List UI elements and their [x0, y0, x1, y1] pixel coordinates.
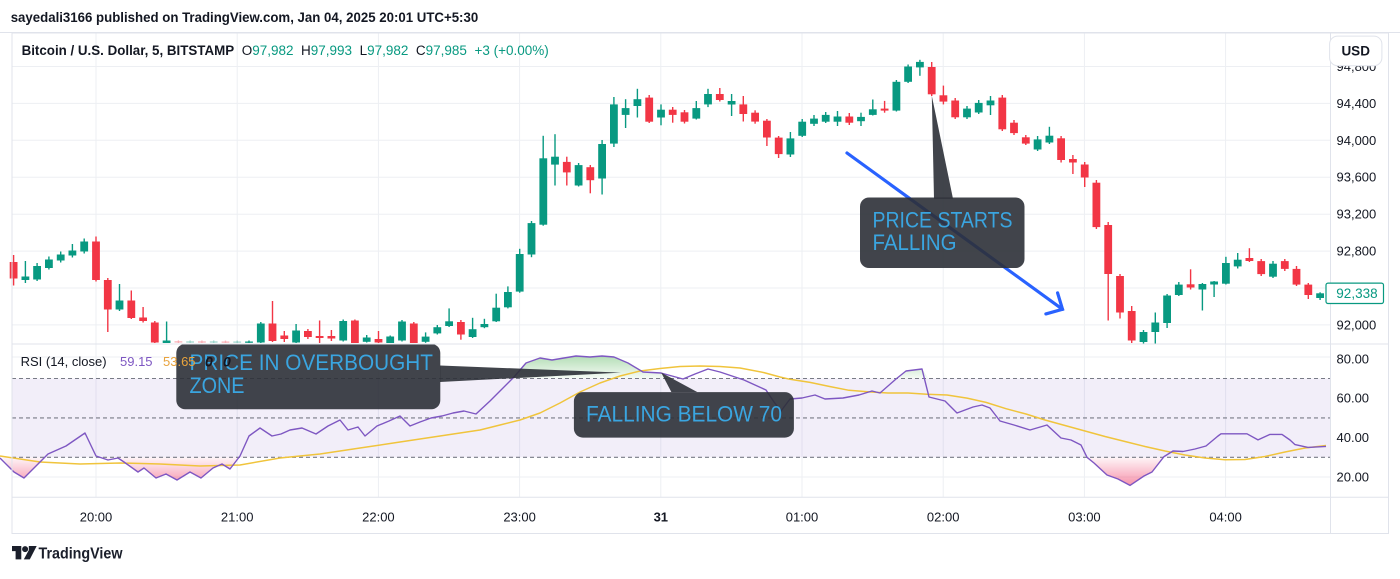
svg-text:93,200: 93,200 — [1337, 207, 1377, 222]
svg-text:PRICE IN OVERBOUGHT: PRICE IN OVERBOUGHT — [190, 350, 434, 375]
svg-text:03:00: 03:00 — [1068, 510, 1101, 525]
svg-text:sayedali3166 published on Trad: sayedali3166 published on TradingView.co… — [11, 9, 479, 25]
svg-text:40.00: 40.00 — [1337, 430, 1370, 445]
svg-text:20.00: 20.00 — [1337, 470, 1370, 485]
svg-text:RSI (14, close): RSI (14, close) — [21, 354, 107, 369]
svg-text:60.00: 60.00 — [1337, 391, 1370, 406]
svg-text:80.00: 80.00 — [1337, 351, 1370, 366]
svg-text:01:00: 01:00 — [786, 510, 819, 525]
svg-text:31: 31 — [654, 510, 668, 525]
svg-text:92,800: 92,800 — [1337, 244, 1377, 259]
svg-text:92,000: 92,000 — [1337, 317, 1377, 332]
svg-text:ZONE: ZONE — [190, 373, 245, 398]
svg-text:92,338: 92,338 — [1336, 286, 1378, 301]
svg-text:FALLING BELOW 70: FALLING BELOW 70 — [586, 402, 782, 427]
svg-text:59.15: 59.15 — [120, 354, 153, 369]
svg-text:20:00: 20:00 — [80, 510, 113, 525]
svg-text:93,600: 93,600 — [1337, 170, 1377, 185]
svg-text:53.65: 53.65 — [163, 354, 196, 369]
svg-text:21:00: 21:00 — [221, 510, 254, 525]
svg-text:94,000: 94,000 — [1337, 133, 1377, 148]
svg-text:23:00: 23:00 — [503, 510, 536, 525]
svg-text:O97,982 H97,993 L97,982 C97: O97,982 H97,993 L97,982 C97,985 +3 (+0.0… — [242, 43, 549, 58]
svg-text:0: 0 — [223, 354, 231, 370]
svg-text:0: 0 — [205, 354, 213, 370]
svg-text:PRICE STARTS: PRICE STARTS — [873, 208, 1013, 233]
svg-text:FALLING: FALLING — [873, 230, 957, 255]
svg-text:Bitcoin / U.S. Dollar, 5, BITS: Bitcoin / U.S. Dollar, 5, BITSTAMP — [22, 43, 235, 58]
svg-text:USD: USD — [1341, 44, 1370, 59]
svg-text:02:00: 02:00 — [927, 510, 960, 525]
svg-text:94,400: 94,400 — [1337, 96, 1377, 111]
svg-text:TradingView: TradingView — [39, 546, 124, 563]
svg-text:22:00: 22:00 — [362, 510, 395, 525]
svg-text:04:00: 04:00 — [1209, 510, 1242, 525]
